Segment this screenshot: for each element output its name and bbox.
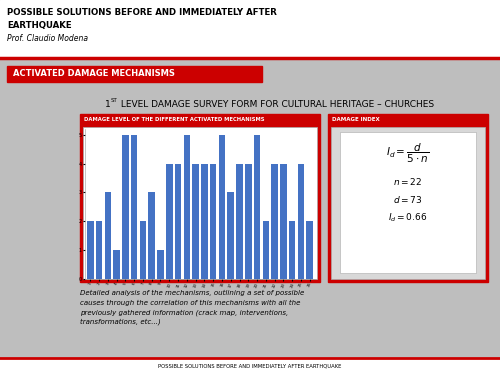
Text: causes through the correlation of this mechanisms with all the: causes through the correlation of this m…	[80, 300, 300, 306]
Text: $I_d = \dfrac{d}{5 \cdot n}$: $I_d = \dfrac{d}{5 \cdot n}$	[386, 142, 430, 165]
Bar	[80, 114, 320, 282]
Text: DAMAGE LEVEL OF THE DIFFERENT ACTIVATED MECHANISMS: DAMAGE LEVEL OF THE DIFFERENT ACTIVATED …	[84, 117, 264, 122]
Bar	[272, 164, 278, 279]
Bar	[306, 221, 313, 279]
Text: Detailed analysis of the mechanisms, outlining a set of possible: Detailed analysis of the mechanisms, out…	[80, 290, 304, 296]
Text: $n = 22$: $n = 22$	[394, 176, 422, 187]
Bar	[245, 164, 252, 279]
Text: POSSIBLE SOLUTIONS BEFORE AND IMMEDIATELY AFTER: POSSIBLE SOLUTIONS BEFORE AND IMMEDIATEL…	[7, 8, 277, 17]
Bar	[7, 66, 262, 82]
Bar	[218, 135, 225, 279]
Text: EARTHQUAKE: EARTHQUAKE	[7, 21, 71, 30]
Text: POSSIBLE SOLUTIONS BEFORE AND IMMEDIATELY AFTER EARTHQUAKE: POSSIBLE SOLUTIONS BEFORE AND IMMEDIATEL…	[158, 363, 342, 369]
Bar	[114, 250, 120, 279]
Text: 1: 1	[105, 100, 111, 109]
Bar	[87, 221, 94, 279]
Bar	[201, 164, 207, 279]
Bar	[175, 164, 182, 279]
Bar	[254, 135, 260, 279]
Bar	[104, 192, 111, 279]
Text: transformations, etc...): transformations, etc...)	[80, 318, 161, 325]
Bar	[228, 192, 234, 279]
Text: Prof. Claudio Modena: Prof. Claudio Modena	[7, 34, 88, 43]
Bar	[131, 135, 138, 279]
Bar	[0, 58, 500, 358]
Bar	[166, 164, 172, 279]
Bar	[83, 127, 317, 279]
Text: DAMAGE INDEX: DAMAGE INDEX	[332, 117, 380, 122]
Bar	[340, 132, 476, 273]
Bar	[0, 0, 500, 58]
Bar	[236, 164, 243, 279]
Bar	[298, 164, 304, 279]
Bar	[140, 221, 146, 279]
Bar	[96, 221, 102, 279]
Bar	[148, 192, 155, 279]
Bar	[210, 164, 216, 279]
Text: previously gathered information (crack map, interventions,: previously gathered information (crack m…	[80, 309, 288, 316]
Text: $I_d = 0.66$: $I_d = 0.66$	[388, 212, 428, 225]
Bar	[262, 221, 269, 279]
Text: ST: ST	[111, 98, 118, 103]
Bar	[280, 164, 286, 279]
Bar	[157, 250, 164, 279]
Text: ACTIVATED DAMAGE MECHANISMS: ACTIVATED DAMAGE MECHANISMS	[13, 69, 175, 78]
Bar	[0, 358, 500, 375]
Text: LEVEL DAMAGE SURVEY FORM FOR CULTURAL HERITAGE – CHURCHES: LEVEL DAMAGE SURVEY FORM FOR CULTURAL HE…	[118, 100, 434, 109]
Text: $d = 73$: $d = 73$	[394, 194, 422, 205]
Bar	[328, 114, 488, 282]
Bar	[289, 221, 296, 279]
Bar	[331, 127, 485, 279]
Bar	[192, 164, 199, 279]
Bar	[122, 135, 128, 279]
Bar	[184, 135, 190, 279]
